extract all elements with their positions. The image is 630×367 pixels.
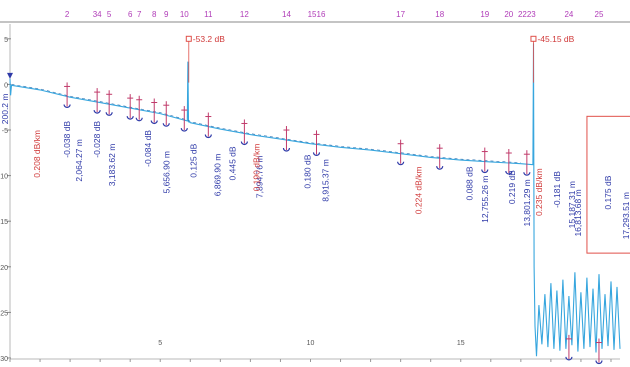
event-number: 18	[435, 10, 444, 19]
peak-marker-icon	[185, 35, 192, 42]
trace-layer	[7, 43, 621, 357]
event-marker-icon	[312, 152, 321, 156]
event-marker-icon	[150, 120, 158, 125]
trace-annotation-label: 16,813.68 m	[573, 189, 583, 236]
event-marker-icon	[105, 112, 113, 116]
event-number: 12	[240, 10, 249, 19]
trace-annotation-label: 0.190 dB/km	[251, 144, 261, 192]
trace-annotation-label: 8,915.37 m	[321, 159, 331, 202]
event-number: 19	[480, 10, 489, 19]
trace-annotation-label: 0.219 dB	[507, 170, 517, 204]
y-tick-label: -10	[0, 174, 8, 181]
trace-annotation-label: 0.224 dB/km	[414, 166, 424, 214]
start-distance-label: 200.2 m	[0, 94, 10, 125]
annotation-layer: -0.038 dB -0.028 dB -0.084 dB 0.125 dB 0.445…	[0, 94, 630, 240]
trace-annotation-label: -0.038 dB	[62, 121, 72, 158]
event-marker-icon	[135, 117, 143, 122]
trace-annotation-label: 3,183.62 m	[107, 144, 117, 187]
event-number: 6	[128, 10, 133, 19]
peak-annotation: -53.2 dB	[193, 34, 225, 44]
trace-annotation-label: 13,801.29 m	[522, 179, 532, 226]
top-annotation-layer: -53.2 dB -45.15 dB	[185, 34, 575, 83]
event-number: 20	[504, 10, 513, 19]
x-tick-label: 5	[158, 340, 162, 347]
event-number: 5	[107, 10, 112, 19]
event-marker-icon	[436, 166, 444, 170]
trace-annotation-label: -0.181 dB	[552, 171, 562, 208]
trace-annotation-label: 5,656.90 m	[161, 151, 171, 194]
event-number: 7	[137, 10, 142, 19]
trace-annotation-label: 15,187.31 m	[567, 181, 577, 228]
y-tick-label: 0	[4, 82, 8, 89]
event-number: 24	[564, 10, 573, 19]
trace-annotation-label: 0.175 dB	[603, 175, 613, 209]
event-number: 1516	[308, 10, 326, 19]
highlight-box	[586, 115, 630, 254]
trace-annotation-label: 0.235 dB/km	[534, 168, 544, 216]
event-number: 11	[204, 10, 213, 19]
event-marker-icon	[180, 127, 188, 132]
event-marker-icon	[162, 123, 170, 127]
y-tick-label: -25	[0, 310, 8, 317]
event-number: 8	[152, 10, 157, 19]
event-marker-icon	[595, 360, 603, 365]
trace-annotation-label: 0.208 dB/km	[32, 130, 42, 178]
event-marker-icon	[93, 109, 101, 114]
x-tick-label: 10	[307, 340, 315, 347]
event-number: 2223	[518, 10, 536, 19]
event-number: 25	[595, 10, 604, 19]
start-marker-icon	[7, 72, 13, 79]
event-marker-icon	[282, 147, 291, 152]
trace-annotation-label: 17,293.51 m	[621, 192, 630, 239]
x-axis: 5 10 15	[9, 340, 620, 362]
trace-annotation-label: -0.084 dB	[143, 130, 153, 167]
event-marker-icon	[204, 134, 212, 139]
event-marker-icon	[523, 172, 531, 176]
trace-dashed-overlay	[11, 84, 521, 163]
event-number: 17	[396, 10, 405, 19]
trace-annotation-label: 0.445 dB	[227, 146, 237, 180]
trace-annotation-label: 0.180 dB	[302, 154, 312, 188]
y-tick-label: -30	[0, 356, 8, 363]
trace-annotation-label: 7,894.76 m	[254, 156, 264, 199]
peak-marker-icon	[530, 35, 537, 42]
event-marker-icon	[240, 141, 248, 145]
y-tick-label: -20	[0, 265, 8, 272]
trace-annotation-label: 0.088 dB	[465, 166, 475, 200]
event-marker-icon	[565, 356, 573, 361]
event-marker-icon	[397, 161, 405, 166]
x-tick-label: 15	[457, 340, 465, 347]
event-number: 14	[282, 10, 291, 19]
event-marker-layer	[63, 82, 630, 365]
event-number-row: 2 34 5 6 7 8 9 10 11 12 14 1516 17 18 19 20 2223 24 25	[0, 10, 630, 23]
y-tick-label: -15	[0, 219, 8, 226]
y-tick-label: 5	[4, 37, 8, 44]
event-marker-icon	[126, 115, 134, 120]
y-tick-label: -5	[2, 128, 8, 135]
event-marker-icon	[481, 169, 489, 174]
peak-annotation: -45.15 dB	[537, 34, 574, 44]
trace-annotation-label: 6,869.90 m	[212, 154, 222, 197]
trace-annotation-label: 2,064.27 m	[74, 139, 84, 182]
event-number: 34	[93, 10, 102, 19]
event-number: 10	[180, 10, 189, 19]
event-marker-icon	[63, 104, 71, 108]
trace-annotation-label: 0.125 dB	[188, 143, 198, 177]
event-number: 9	[164, 10, 169, 19]
trace-annotation-label: -0.028 dB	[92, 121, 102, 158]
trace-annotation-label: 12,755.26 m	[480, 176, 490, 223]
otdr-trace-line	[9, 43, 621, 357]
event-marker-icon	[505, 170, 513, 175]
event-number: 2	[65, 10, 70, 19]
